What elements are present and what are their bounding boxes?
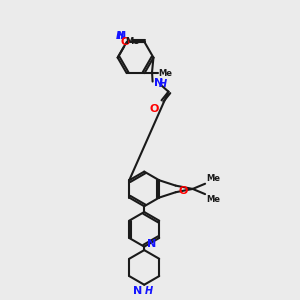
- Text: Me: Me: [158, 69, 172, 78]
- Text: Me: Me: [206, 195, 220, 204]
- Text: Me: Me: [125, 37, 139, 46]
- Text: H: H: [116, 31, 124, 41]
- Text: N: N: [117, 31, 126, 41]
- Text: H: H: [145, 286, 153, 296]
- Text: Me: Me: [206, 174, 220, 183]
- Text: H: H: [159, 79, 167, 88]
- Text: O: O: [149, 104, 159, 114]
- Text: N: N: [146, 239, 156, 249]
- Text: N: N: [133, 286, 142, 296]
- Text: O: O: [120, 37, 130, 47]
- Text: N: N: [154, 78, 164, 88]
- Text: O: O: [178, 186, 188, 197]
